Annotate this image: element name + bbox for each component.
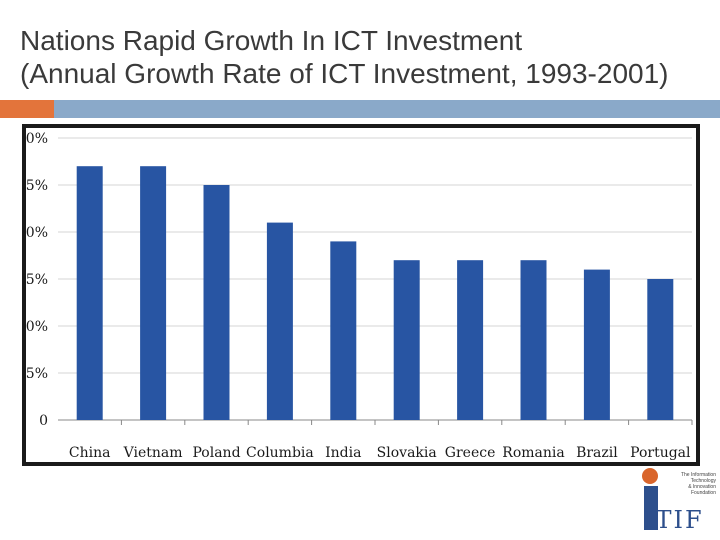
bar-portugal xyxy=(647,279,674,420)
x-category-label: Greece xyxy=(445,445,496,461)
x-category-label: Portugal xyxy=(630,445,691,461)
logo-text: ITIF xyxy=(644,506,704,534)
x-category-label: Romania xyxy=(502,445,564,461)
x-category-label: Slovakia xyxy=(377,445,437,461)
logo-tagline: The Information Technology & Innovation … xyxy=(680,472,716,496)
bar-romania xyxy=(520,260,547,420)
y-tick-label: 15% xyxy=(22,272,48,288)
x-category-label: Columbia xyxy=(246,445,314,461)
bar-slovakia xyxy=(393,260,420,420)
bar-brazil xyxy=(583,269,610,420)
y-tick-label: 20% xyxy=(22,225,48,241)
bar-vietnam xyxy=(140,166,167,420)
slide-title: Nations Rapid Growth In ICT Investment (… xyxy=(20,25,669,89)
accent-bar-orange xyxy=(0,100,54,118)
itif-logo: The Information Technology & Innovation … xyxy=(640,468,718,534)
logo-dot xyxy=(642,468,658,484)
y-tick-label: 30% xyxy=(22,131,48,147)
axis-labels: 0 5% 10% 15% 20% 25% 30% xyxy=(22,131,48,429)
bar-greece xyxy=(457,260,484,420)
bars xyxy=(76,166,674,420)
x-category-label: Vietnam xyxy=(123,445,183,461)
accent-bar-blue xyxy=(54,100,720,118)
bar-poland xyxy=(203,185,230,420)
bar-china xyxy=(76,166,103,420)
bar-chart: 0 5% 10% 15% 20% 25% 30% China Vietnam Poland Col… xyxy=(22,128,696,462)
x-category-label: Brazil xyxy=(576,445,618,461)
bar-columbia xyxy=(266,222,293,420)
x-category-label: India xyxy=(325,445,361,461)
y-tick-label: 10% xyxy=(22,319,48,335)
bar-india xyxy=(330,241,357,420)
y-tick-label: 5% xyxy=(26,366,48,382)
category-labels: China Vietnam Poland Columbia India Slovakia G… xyxy=(69,445,691,461)
chart-frame: 0 5% 10% 15% 20% 25% 30% China Vietnam Poland Col… xyxy=(22,124,700,466)
y-tick-label: 25% xyxy=(22,178,48,194)
y-tick-label: 0 xyxy=(39,413,48,429)
x-category-label: Poland xyxy=(192,445,240,461)
logo-bar xyxy=(644,486,658,530)
x-category-label: China xyxy=(69,445,111,461)
